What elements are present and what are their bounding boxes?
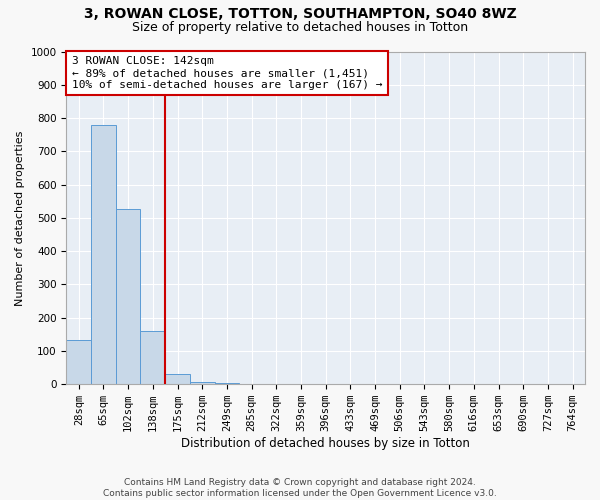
- Bar: [215, 383, 239, 384]
- Text: Contains HM Land Registry data © Crown copyright and database right 2024.
Contai: Contains HM Land Registry data © Crown c…: [103, 478, 497, 498]
- Bar: [140, 331, 165, 384]
- Text: 3 ROWAN CLOSE: 142sqm
← 89% of detached houses are smaller (1,451)
10% of semi-d: 3 ROWAN CLOSE: 142sqm ← 89% of detached …: [71, 56, 382, 90]
- Y-axis label: Number of detached properties: Number of detached properties: [15, 130, 25, 306]
- Bar: [91, 126, 116, 384]
- Text: 3, ROWAN CLOSE, TOTTON, SOUTHAMPTON, SO40 8WZ: 3, ROWAN CLOSE, TOTTON, SOUTHAMPTON, SO4…: [83, 8, 517, 22]
- Bar: [165, 374, 190, 384]
- Bar: [67, 340, 91, 384]
- Text: Size of property relative to detached houses in Totton: Size of property relative to detached ho…: [132, 21, 468, 34]
- X-axis label: Distribution of detached houses by size in Totton: Distribution of detached houses by size …: [181, 437, 470, 450]
- Bar: [190, 382, 215, 384]
- Bar: [116, 209, 140, 384]
